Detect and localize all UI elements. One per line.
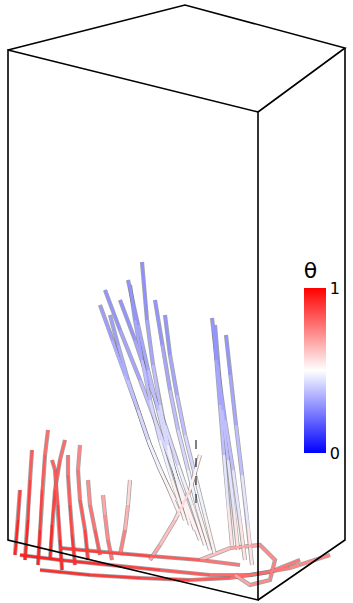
svg-text:0: 0 — [330, 444, 340, 463]
svg-text:1: 1 — [330, 279, 340, 298]
svg-text:θ: θ — [304, 258, 317, 283]
